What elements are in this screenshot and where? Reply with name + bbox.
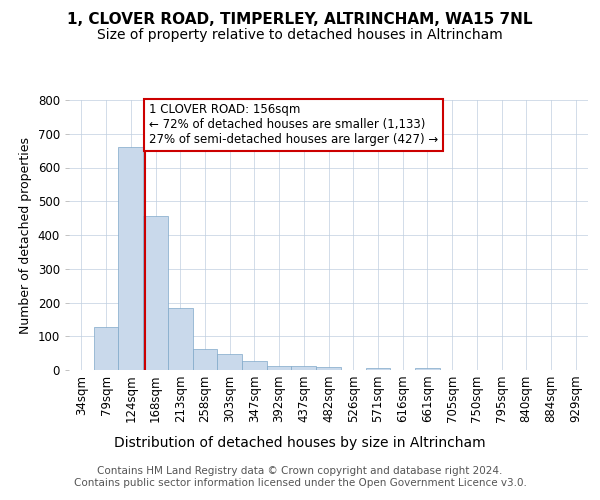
Bar [292,366,316,370]
Bar [365,368,390,370]
Bar [168,308,193,370]
Bar [415,368,440,370]
Bar [217,354,242,370]
Bar [242,360,267,370]
Text: Distribution of detached houses by size in Altrincham: Distribution of detached houses by size … [114,436,486,450]
Bar [118,147,143,370]
Y-axis label: Number of detached properties: Number of detached properties [19,136,32,334]
Bar [143,216,168,370]
Bar [94,327,118,370]
Text: 1 CLOVER ROAD: 156sqm
← 72% of detached houses are smaller (1,133)
27% of semi-d: 1 CLOVER ROAD: 156sqm ← 72% of detached … [149,104,438,146]
Text: Size of property relative to detached houses in Altrincham: Size of property relative to detached ho… [97,28,503,42]
Bar [267,366,292,370]
Text: 1, CLOVER ROAD, TIMPERLEY, ALTRINCHAM, WA15 7NL: 1, CLOVER ROAD, TIMPERLEY, ALTRINCHAM, W… [67,12,533,28]
Bar [193,349,217,370]
Bar [316,368,341,370]
Text: Contains HM Land Registry data © Crown copyright and database right 2024.
Contai: Contains HM Land Registry data © Crown c… [74,466,526,487]
